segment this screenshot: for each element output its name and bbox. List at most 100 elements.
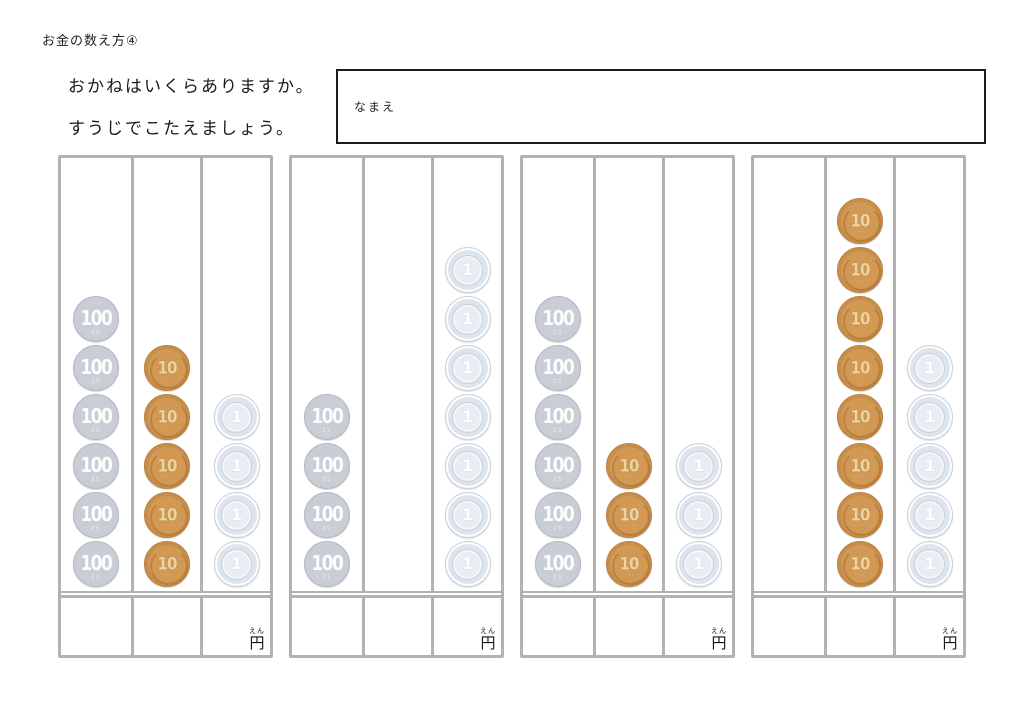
name-box[interactable]: なまえ bbox=[336, 69, 986, 144]
coin-mark: ···· bbox=[854, 572, 866, 579]
coin-1-yen: 1 ··· bbox=[675, 443, 722, 489]
coin-inner-circle: 1 bbox=[915, 402, 945, 432]
coin-value: 1 bbox=[462, 260, 474, 279]
coin-mark: ··· bbox=[694, 527, 704, 534]
instructions: おかねはいくらありますか。 すうじでこたえましょう。 bbox=[68, 66, 315, 150]
coin-mark: ···· bbox=[161, 572, 173, 579]
answer-cell[interactable] bbox=[361, 598, 432, 655]
coin-inner-circle: 1 bbox=[222, 500, 252, 530]
coin-mark: · 25 · bbox=[547, 378, 569, 385]
coin-mark: · 25 · bbox=[316, 476, 338, 483]
coin-100-yen: 100 · 25 · bbox=[303, 443, 350, 489]
answer-cell[interactable]: えん円 bbox=[431, 598, 501, 655]
coin-1-yen: 1 ··· bbox=[906, 394, 953, 440]
coin-mark: ··· bbox=[463, 576, 473, 583]
coin-value: 100 bbox=[542, 306, 575, 331]
coin-value: 1 bbox=[231, 554, 243, 573]
coin-inner-circle: 1 bbox=[222, 549, 252, 579]
coin-value: 1 bbox=[462, 309, 474, 328]
answer-cell[interactable] bbox=[292, 598, 362, 655]
coin-mark: · 25 · bbox=[316, 525, 338, 532]
page-title: お金の数え方④ bbox=[42, 30, 139, 49]
answer-cell[interactable]: えん円 bbox=[200, 598, 270, 655]
coin-1-yen: 1 ··· bbox=[444, 541, 491, 587]
coin-1-yen: 1 ··· bbox=[213, 492, 260, 538]
coin-column-10-yen: 10 ···· 10 ···· 10 ···· 10 ···· 10 ···· 10 ···· 10 ··… bbox=[823, 158, 894, 591]
coin-inner-circle: 1 bbox=[453, 353, 483, 383]
coin-column-10-yen: 10 ···· 10 ···· 10 ···· 10 ···· 10 ···· bbox=[130, 158, 201, 591]
coin-value: 100 bbox=[542, 355, 575, 380]
coin-value: 1 bbox=[231, 505, 243, 524]
coin-10-yen: 10 ···· bbox=[143, 345, 190, 391]
unit-label-group: えん円 bbox=[942, 627, 958, 651]
coin-column-100-yen: 100 · 25 · 100 · 25 · 100 · 25 · 100 · 25 · bbox=[292, 158, 362, 591]
coin-1-yen: 1 ··· bbox=[444, 345, 491, 391]
coin-100-yen: 100 · 25 · bbox=[72, 541, 119, 587]
coin-value: 1 bbox=[462, 407, 474, 426]
coin-mark: ···· bbox=[161, 474, 173, 481]
coin-1-yen: 1 ··· bbox=[444, 247, 491, 293]
coin-value: 100 bbox=[311, 502, 344, 527]
coin-column-100-yen bbox=[754, 158, 824, 591]
coin-100-yen: 100 · 25 · bbox=[534, 394, 581, 440]
coin-value: 100 bbox=[542, 404, 575, 429]
unit-furigana: えん bbox=[479, 627, 496, 635]
answer-cell[interactable]: えん円 bbox=[893, 598, 963, 655]
answer-cell[interactable] bbox=[61, 598, 131, 655]
coin-inner-circle: 1 bbox=[222, 451, 252, 481]
coin-value: 1 bbox=[924, 554, 936, 573]
coin-mark: · 25 · bbox=[316, 574, 338, 581]
money-panel-1: 100 · 25 · 100 · 25 · 100 · 25 · 100 · 25 · 100 ·… bbox=[58, 155, 273, 658]
coin-100-yen: 100 · 25 · bbox=[534, 541, 581, 587]
answer-cell[interactable] bbox=[823, 598, 894, 655]
coin-mark: · 25 · bbox=[85, 525, 107, 532]
coin-value: 100 bbox=[542, 551, 575, 576]
coin-1-yen: 1 ··· bbox=[444, 443, 491, 489]
coin-value: 10 bbox=[850, 553, 871, 574]
coin-10-yen: 10 ···· bbox=[836, 541, 883, 587]
money-panel-4: 10 ···· 10 ···· 10 ···· 10 ···· 10 ···· 10 ···· 10 ··… bbox=[751, 155, 966, 658]
coin-1-yen: 1 ··· bbox=[444, 394, 491, 440]
name-box-label: なまえ bbox=[354, 100, 397, 114]
yen-unit-label: 円 bbox=[942, 634, 958, 652]
coin-mark: ··· bbox=[463, 478, 473, 485]
answer-cell[interactable]: えん円 bbox=[662, 598, 732, 655]
coin-10-yen: 10 ···· bbox=[836, 296, 883, 342]
coin-mark: ··· bbox=[232, 576, 242, 583]
coin-value: 10 bbox=[619, 553, 640, 574]
answer-cell[interactable] bbox=[754, 598, 824, 655]
coin-10-yen: 10 ···· bbox=[836, 345, 883, 391]
coin-value: 100 bbox=[80, 502, 113, 527]
coin-value: 1 bbox=[462, 456, 474, 475]
coin-inner-circle: 1 bbox=[453, 451, 483, 481]
coin-100-yen: 100 · 25 · bbox=[72, 492, 119, 538]
coin-mark: ··· bbox=[232, 429, 242, 436]
coin-inner-circle: 1 bbox=[453, 304, 483, 334]
coin-value: 100 bbox=[80, 551, 113, 576]
yen-unit-label: 円 bbox=[480, 634, 496, 652]
answer-cell[interactable] bbox=[130, 598, 201, 655]
coin-value: 10 bbox=[157, 357, 178, 378]
coin-mark: ···· bbox=[854, 327, 866, 334]
coin-value: 10 bbox=[850, 308, 871, 329]
answer-row: えん円 bbox=[754, 595, 963, 655]
coin-100-yen: 100 · 25 · bbox=[303, 541, 350, 587]
coin-value: 1 bbox=[693, 505, 705, 524]
coin-inner-circle: 1 bbox=[915, 353, 945, 383]
coin-column-10-yen: 10 ···· 10 ···· 10 ···· bbox=[592, 158, 663, 591]
coin-value: 100 bbox=[80, 404, 113, 429]
answer-cell[interactable] bbox=[592, 598, 663, 655]
answer-cell[interactable] bbox=[523, 598, 593, 655]
coin-10-yen: 10 ···· bbox=[836, 492, 883, 538]
coin-value: 10 bbox=[850, 504, 871, 525]
unit-label-group: えん円 bbox=[711, 627, 727, 651]
coin-inner-circle: 1 bbox=[915, 500, 945, 530]
coin-value: 1 bbox=[462, 358, 474, 377]
yen-unit-label: 円 bbox=[711, 634, 727, 652]
unit-furigana: えん bbox=[710, 627, 727, 635]
coin-mark: ··· bbox=[463, 331, 473, 338]
coin-column-1-yen: 1 ··· 1 ··· 1 ··· 1 ··· 1 ··· 1 ··· 1 ··· bbox=[431, 158, 501, 591]
coin-100-yen: 100 · 25 · bbox=[72, 296, 119, 342]
coin-1-yen: 1 ··· bbox=[906, 345, 953, 391]
